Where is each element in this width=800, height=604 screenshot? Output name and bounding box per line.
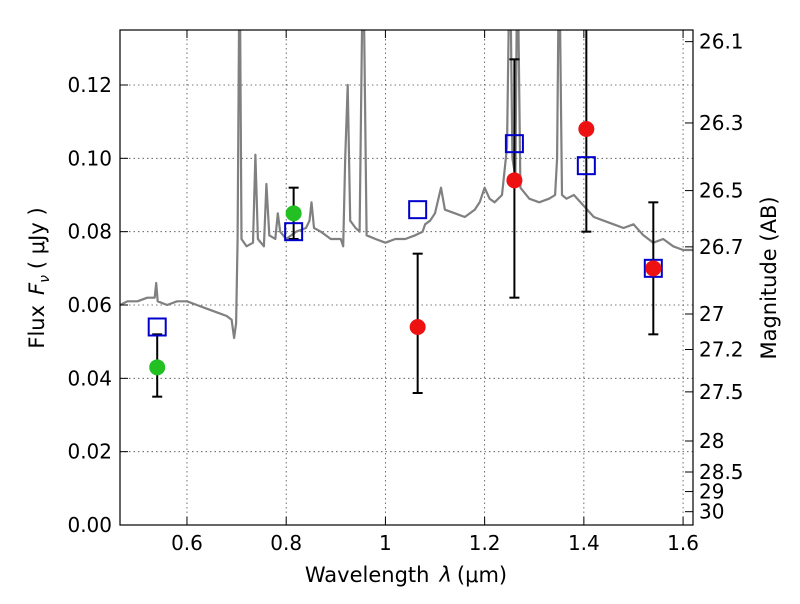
grid-lines <box>120 30 693 526</box>
mag-tick-label: 27.2 <box>699 338 744 362</box>
y-axis-title: FluxFν( μJy ) <box>25 207 53 348</box>
magnitude-axis-title: Magnitude (AB) <box>757 196 781 359</box>
y-tick-label: 0.06 <box>67 293 112 317</box>
y-tick-label: 0.10 <box>67 146 112 170</box>
y-axis-ticks: 0.00 0.02 0.04 0.06 0.08 0.10 0.12 <box>67 73 128 537</box>
mag-tick-label: 26.1 <box>699 30 744 54</box>
x-tick-label: 0.6 <box>171 531 203 555</box>
x-axis-title: Wavelength λ (μm) <box>305 563 507 587</box>
x-tick-label: 1.4 <box>568 531 600 555</box>
mag-tick-label: 26.3 <box>699 111 744 135</box>
plot-frame <box>119 29 694 526</box>
mag-tick-label: 26.5 <box>699 179 744 203</box>
model-photometry-box <box>504 134 524 154</box>
x-tick-label: 1.2 <box>469 531 501 555</box>
model-photometry-box <box>576 156 596 176</box>
mag-tick-label: 26.7 <box>699 235 744 259</box>
x-tick-label: 1.6 <box>667 531 699 555</box>
mag-tick-label: 30 <box>699 500 724 524</box>
mag-tick-label: 27 <box>699 302 724 326</box>
observed-data-point <box>506 172 523 189</box>
observed-data-point <box>149 359 166 376</box>
y-tick-label: 0.04 <box>67 366 112 390</box>
x-tick-label: 0.8 <box>270 531 302 555</box>
observed-data-point <box>578 121 595 137</box>
model-photometry-box <box>408 200 428 220</box>
mag-tick-label: 27.5 <box>699 380 744 404</box>
observed-data-point <box>645 260 662 277</box>
model-photometry-box <box>147 317 167 337</box>
observed-data-point <box>409 319 426 335</box>
y-tick-label: 0.02 <box>67 440 112 464</box>
y-tick-label: 0.08 <box>67 220 112 244</box>
y-tick-label: 0.12 <box>67 73 112 97</box>
x-axis-ticks: 0.6 0.8 1 1.2 1.4 1.6 <box>171 30 699 555</box>
model-spectrum-line <box>120 30 693 340</box>
model-photometry-box <box>284 222 304 242</box>
x-tick-label: 1 <box>379 531 392 555</box>
model-photometry-box <box>643 258 663 278</box>
mag-tick-label: 29 <box>699 480 724 504</box>
y-tick-label: 0.00 <box>67 513 112 537</box>
mag-tick-label: 28 <box>699 429 724 453</box>
observed-photometry-points <box>149 121 662 376</box>
mag-tick-label: 28.5 <box>699 460 744 484</box>
observed-data-point <box>285 205 302 222</box>
model-photometry-boxes <box>147 134 663 337</box>
